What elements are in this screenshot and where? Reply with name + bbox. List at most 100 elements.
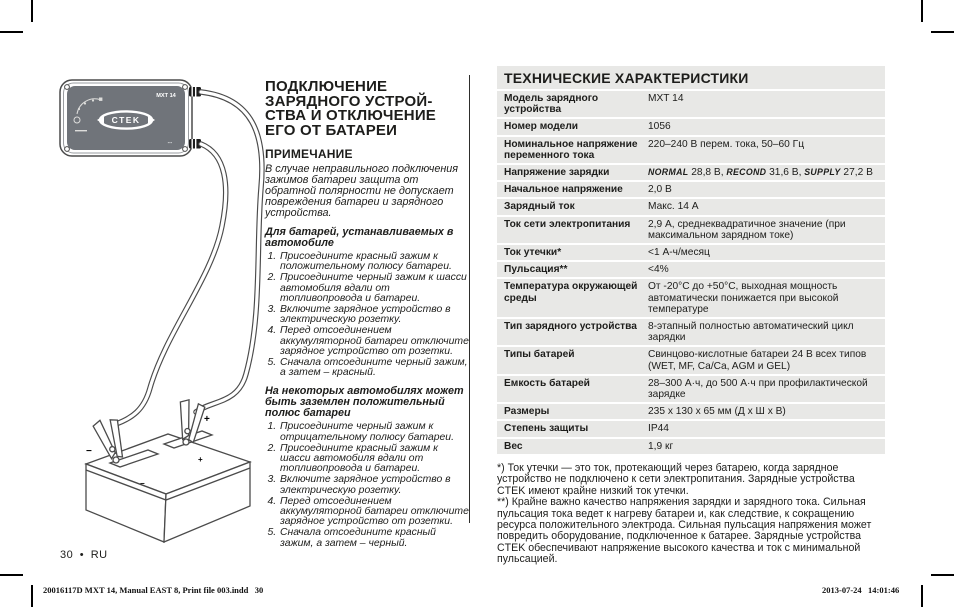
spec-row: Температура окружающей среды От -20°C до … [497, 279, 885, 318]
spec-row: Пульсация** <4% [497, 262, 885, 278]
black-clamp [92, 419, 124, 460]
brand-text: CTEK [112, 115, 141, 125]
instruction-step: Включите зарядное устройство в электриче… [279, 475, 471, 496]
spec-row: Номер модели 1056 [497, 119, 885, 135]
spec-value: <4% [648, 264, 669, 276]
spec-row: Типы батарей Свинцово-кислотные батареи 2… [497, 347, 885, 374]
spec-value: Свинцово-кислотные батареи 24 В всех тип… [648, 349, 867, 372]
crop-mark [921, 585, 923, 607]
spec-value: 2,0 В [648, 184, 672, 196]
charger-battery-illustration: CTEK MXT 14 ▪▪▪ [52, 64, 270, 564]
spec-row: Напряжение зарядки NORMAL 28,8 В, RECOND … [497, 165, 885, 181]
page-title-line: СТВА И ОТКЛЮЧЕНИЕ [265, 107, 437, 125]
cable-outlets [189, 87, 201, 149]
spec-row: Начальное напряжение 2,0 В [497, 182, 885, 198]
charge-mode-name: NORMAL [648, 167, 689, 178]
spec-value: 1056 [648, 121, 671, 133]
print-footer-left: 20016117D MXT 14, Manual EAST 8, Print f… [43, 585, 264, 595]
note-heading: ПРИМЕЧАНИЕ [265, 147, 353, 162]
led-panel [73, 97, 103, 132]
page-number: 30 • RU [60, 549, 108, 561]
spec-label: Ток сети электропитания [504, 218, 631, 230]
crop-mark [0, 574, 23, 576]
spec-row: Номинальное напряжение переменного тока 2… [497, 136, 885, 164]
spec-row: Зарядный ток Макс. 14 А [497, 199, 885, 215]
instruction-step: Перед отсоединением аккумуляторной батар… [279, 326, 471, 357]
print-footer-right: 2013-07-24 14:01:46 [822, 585, 900, 595]
battery-plus-mark: + [198, 455, 203, 464]
spec-value: IP44 [648, 423, 669, 435]
spec-label: Модель зарядного устройства [504, 93, 599, 116]
spec-label: Тип зарядного устройства [504, 321, 637, 333]
device-footnote-mark: ▪▪▪ [168, 140, 173, 145]
spec-value: NORMAL 28,8 В, RECOND 31,6 В, SUPPLY 27,… [648, 167, 873, 179]
spec-label: Емкость батарей [504, 377, 590, 389]
steps-list-in-vehicle: Присоедините красный зажим к положительн… [265, 251, 471, 378]
spec-row: Степень защиты IP44 [497, 421, 885, 437]
model-text: MXT 14 [156, 93, 176, 99]
spec-row: Ток утечки* <1 А-ч/месяц [497, 245, 885, 261]
spec-value: 8-этапный полностью автоматический цикл … [648, 321, 854, 344]
footnote-leakage: *) Ток утечки — это ток, протекающий чер… [497, 461, 855, 497]
spec-row: Размеры 235 x 130 x 65 мм (Д х Ш х В) [497, 404, 885, 420]
section-heading-in-vehicle: Для батарей, устанавливаемых в автомобил… [265, 225, 454, 249]
charge-mode-name: SUPPLY [804, 167, 841, 178]
spec-value: 28–300 А·ч, до 500 А·ч при профилактичес… [648, 377, 868, 401]
crop-mark [921, 0, 923, 22]
spec-rows: Модель зарядного устройства MXT 14 Номер м… [497, 91, 885, 454]
spec-value: Макс. 14 А [648, 201, 699, 213]
page-title-line: ЗАРЯДНОГО УСТРОЙ- [265, 92, 433, 110]
section-heading-positive-ground: На некоторых автомобилях может быть зазе… [265, 385, 464, 420]
spec-label: Типы батарей [504, 349, 575, 361]
spec-row: Емкость батарей 28–300 А·ч, до 500 А·ч пр… [497, 375, 885, 403]
crop-mark [0, 31, 23, 33]
ctek-logo: CTEK [97, 110, 155, 130]
spec-label: Зарядный ток [504, 201, 575, 213]
note-body: В случае неправильного подключения зажим… [265, 163, 459, 219]
spec-value: 1,9 кг [648, 440, 674, 452]
page-title-line: ПОДКЛЮЧЕНИЕ [265, 78, 388, 95]
spec-value: 2,9 А, среднеквадратичное значение (при … [648, 218, 846, 241]
instruction-step: Перед отсоединением аккумуляторной батар… [279, 496, 471, 528]
plus-label: + [204, 414, 210, 425]
spec-row: Ток сети электропитания 2,9 А, среднеквад… [497, 216, 885, 244]
spec-value: От -20°C до +50°C, выходная мощность авт… [648, 281, 839, 315]
instruction-step: Включите зарядное устройство в электриче… [279, 304, 471, 325]
crop-mark [31, 585, 33, 607]
instruction-step: Сначала отсоедините красный зажим, а зат… [279, 528, 471, 549]
specs-title: ТЕХНИЧЕСКИЕ ХАРАКТЕРИСТИКИ [497, 66, 885, 89]
minus-label: − [86, 446, 92, 457]
battery-minus-mark: − [140, 479, 145, 488]
crop-mark [931, 574, 954, 576]
spec-value: MXT 14 [648, 93, 684, 104]
instruction-step: Присоедините черный зажим к отрицательно… [279, 422, 471, 443]
steps-list-positive-ground: Присоедините черный зажим к отрицательно… [265, 422, 471, 549]
crop-mark [31, 0, 33, 22]
spec-row: Вес 1,9 кг [497, 438, 885, 454]
crop-mark [931, 31, 954, 33]
specs-footnotes: *) Ток утечки — это ток, протекающий чер… [497, 461, 885, 566]
instructions-column: ПОДКЛЮЧЕНИЕ ЗАРЯДНОГО УСТРОЙ- СТВА И ОТК… [265, 78, 471, 550]
charger-device: CTEK MXT 14 ▪▪▪ [59, 79, 201, 157]
illustration-drawing: CTEK MXT 14 ▪▪▪ [59, 79, 265, 543]
specs-section: ТЕХНИЧЕСКИЕ ХАРАКТЕРИСТИКИ Модель зарядн… [497, 66, 885, 566]
red-clamp [179, 398, 206, 444]
spec-label: Напряжение зарядки [504, 167, 610, 179]
charge-mode-name: RECOND [726, 167, 767, 178]
page-title: ПОДКЛЮЧЕНИЕ ЗАРЯДНОГО УСТРОЙ- СТВА И ОТК… [265, 78, 471, 139]
spec-label: Начальное напряжение [504, 184, 623, 196]
spec-label: Степень защиты [504, 423, 589, 435]
spec-label: Ток утечки* [504, 247, 562, 259]
spec-label: Вес [504, 440, 523, 452]
spec-row: Модель зарядного устройства MXT 14 [497, 91, 885, 118]
spec-label: Номер модели [504, 121, 579, 133]
spec-label: Температура окружающей среды [504, 281, 638, 304]
instruction-step: Присоедините красный зажим к шасси автом… [279, 443, 471, 475]
footnote-ripple: **) Крайне важно качество напряжения зар… [497, 496, 872, 566]
spec-value: 235 x 130 x 65 мм (Д х Ш х В) [648, 406, 786, 418]
spec-label: Размеры [504, 406, 550, 418]
page-title-line: ЕГО ОТ БАТАРЕИ [265, 121, 398, 139]
spec-value: 220–240 В перем. тока, 50–60 Гц [648, 138, 805, 150]
column-divider [469, 75, 470, 523]
